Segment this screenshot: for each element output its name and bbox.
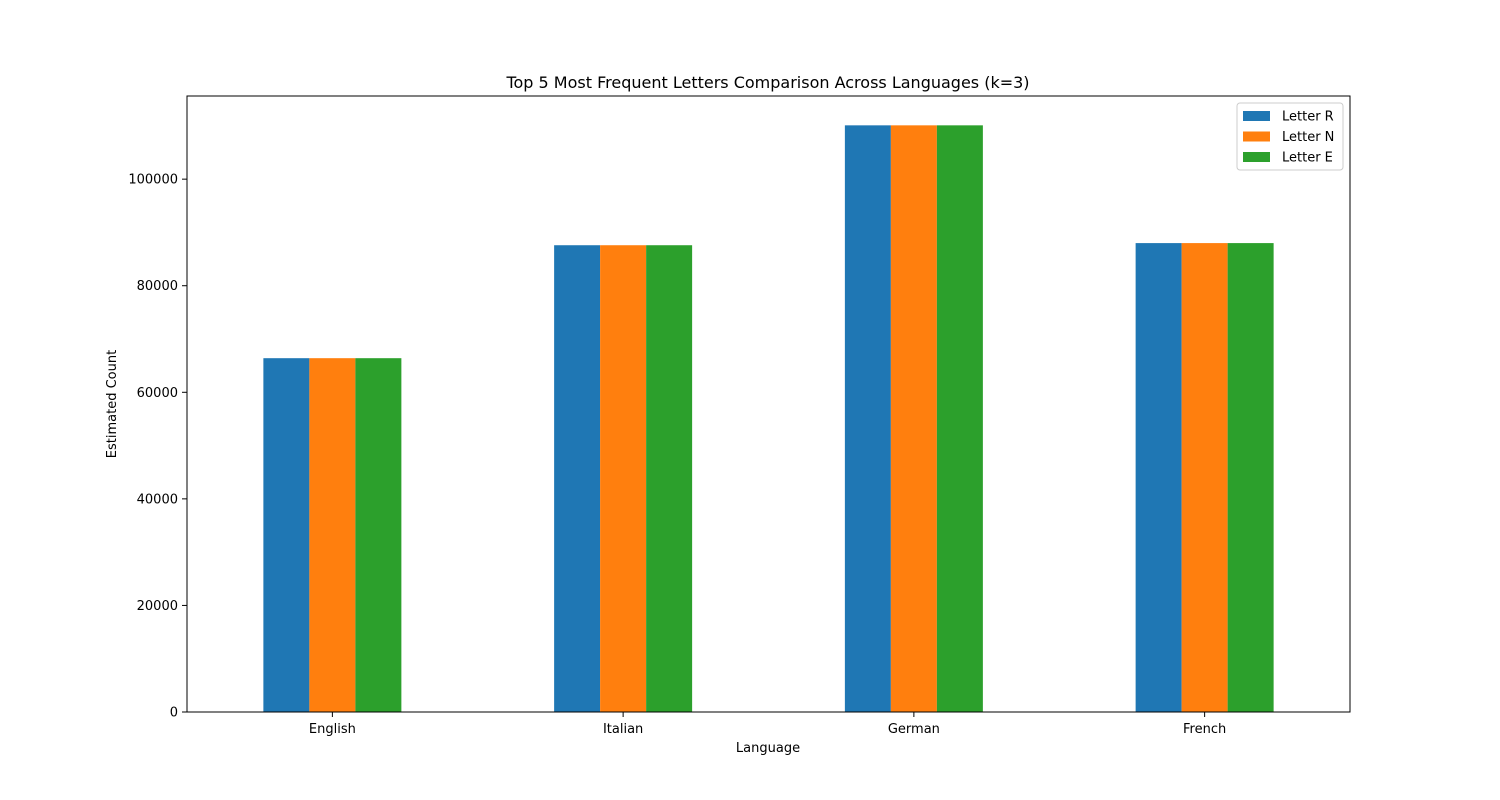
bar-french-letter-r	[1135, 243, 1182, 712]
bar-french-letter-n	[1181, 243, 1228, 712]
bar-italian-letter-r	[554, 245, 601, 712]
bar-italian-letter-n	[600, 245, 647, 712]
y-tick-label: 40000	[137, 492, 178, 507]
legend-label: Letter N	[1282, 130, 1334, 145]
plot-area: 0 20000 40000 60000 80000 100000 English Italia…	[128, 95, 1351, 737]
bar-italian-letter-e	[646, 245, 693, 712]
y-tick-label: 20000	[137, 599, 178, 614]
y-tick-label: 100000	[128, 173, 178, 188]
legend-swatch	[1243, 152, 1270, 162]
legend-label: Letter R	[1282, 110, 1334, 125]
legend: Letter R Letter N Letter E	[1236, 102, 1344, 171]
chart-title: Top 5 Most Frequent Letters Comparison A…	[505, 73, 1029, 92]
legend-label: Letter E	[1282, 151, 1333, 166]
bar-german-letter-n	[890, 125, 937, 713]
bar-german-letter-r	[844, 125, 891, 713]
x-tick-label: Italian	[603, 722, 643, 737]
y-axis-label: Estimated Count	[105, 350, 120, 458]
axes-frame	[186, 95, 1351, 713]
y-tick-label: 80000	[137, 279, 178, 294]
legend-swatch	[1243, 111, 1270, 121]
bar-english-letter-r	[263, 358, 310, 712]
x-tick-label: French	[1183, 722, 1226, 737]
bar-german-letter-e	[936, 125, 983, 713]
y-tick-label: 0	[170, 706, 178, 721]
x-tick-label: German	[888, 722, 940, 737]
bar-english-letter-n	[309, 358, 356, 712]
x-tick-label: English	[309, 722, 356, 737]
bar-english-letter-e	[355, 358, 402, 712]
y-tick-label: 60000	[137, 386, 178, 401]
legend-swatch	[1243, 131, 1270, 142]
x-axis-label: Language	[736, 741, 800, 756]
bar-french-letter-e	[1227, 243, 1274, 712]
